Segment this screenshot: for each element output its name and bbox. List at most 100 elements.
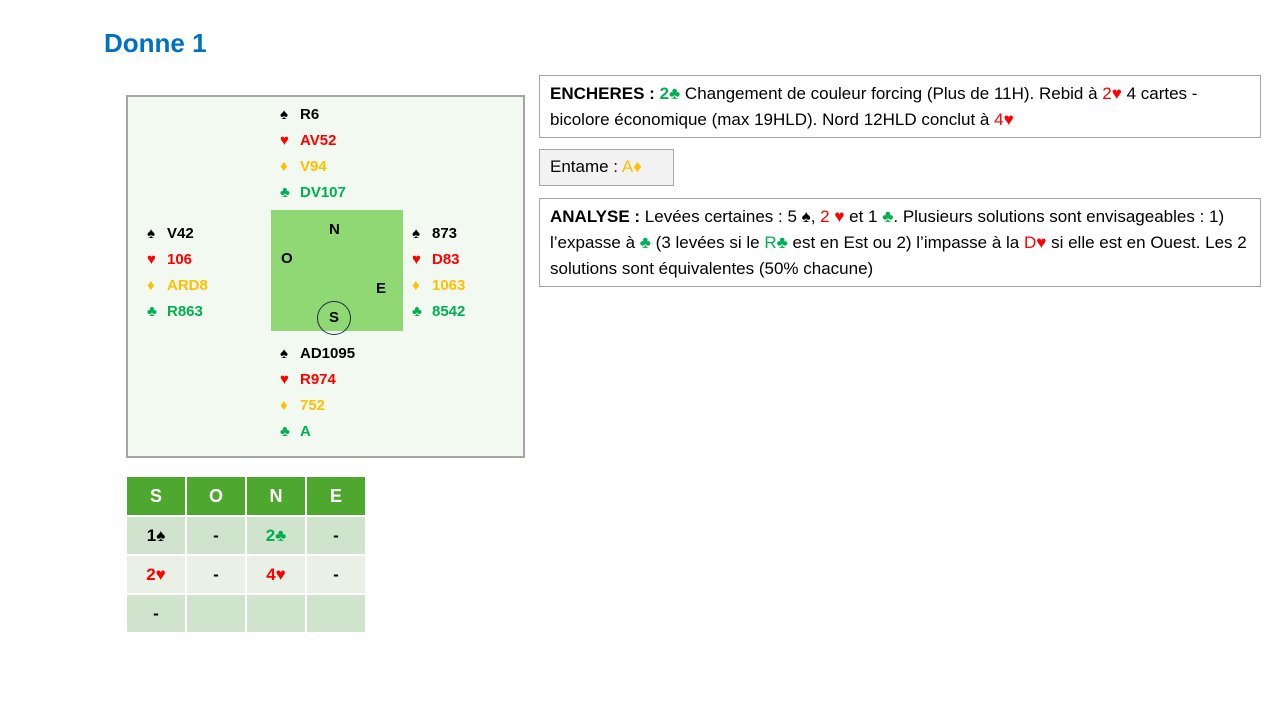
cards: 873 — [432, 225, 458, 242]
south-club-holding: ♣ A — [280, 419, 355, 445]
cards: A — [300, 423, 311, 440]
bid-cell: - — [127, 595, 185, 632]
bid-cell: - — [307, 517, 365, 554]
heart-icon: ♥ — [147, 251, 156, 268]
cards: R6 — [300, 106, 320, 123]
cards: R974 — [300, 371, 336, 388]
north-club-holding: ♣ DV107 — [280, 180, 346, 206]
east-diamond-holding: ♦ 1063 — [412, 273, 465, 299]
analyse-text-segment: . Plusieurs solutions sont envisageables… — [550, 207, 1225, 252]
analyse-text-segment: D♥ — [1024, 233, 1047, 252]
bidding-row: 2♥ -4♥ - — [127, 556, 365, 593]
north-hand: ♠ R6 ♥ AV52 ♦ V94 ♣ DV107 — [280, 102, 346, 206]
north-heart-holding: ♥ AV52 — [280, 128, 346, 154]
bid-cell: - — [187, 556, 245, 593]
north-diamond-holding: ♦ V94 — [280, 154, 346, 180]
spade-icon: ♠ — [280, 106, 288, 123]
encheres-text-segment: ENCHERES : — [550, 84, 660, 103]
seat-north: N — [329, 221, 340, 238]
bidding-header-n: N — [247, 477, 305, 515]
analyse-text-segment: ♣ — [639, 233, 651, 252]
encheres-text-segment: 4 cartes - bicolore économique (max 19HL… — [550, 84, 1198, 129]
west-diamond-holding: ♦ ARD8 — [147, 273, 208, 299]
heart-icon: ♥ — [280, 132, 289, 149]
bidding-header-e: E — [307, 477, 365, 515]
cards: 1063 — [432, 277, 466, 294]
west-spade-holding: ♠ V42 — [147, 221, 208, 247]
analyse-text-segment: Levées certaines : 5 — [644, 207, 802, 226]
analyse-box: ANALYSE : Levées certaines : 5 ♠, 2 ♥ et… — [539, 198, 1261, 287]
analyse-text-segment: (3 levées si le — [650, 233, 765, 252]
diamond-icon: ♦ — [147, 277, 155, 294]
analyse-text-segment: , — [810, 207, 821, 226]
encheres-text-segment: 4♥ — [994, 110, 1014, 129]
east-club-holding: ♣ 8542 — [412, 299, 465, 325]
cards: R863 — [167, 303, 203, 320]
analyse-text-segment: ♣ — [882, 207, 894, 226]
bid-cell — [187, 595, 245, 632]
seat-south-declarer: S — [317, 301, 351, 335]
bid-cell: 2♣ — [247, 517, 305, 554]
club-icon: ♣ — [280, 184, 290, 201]
cards: 106 — [167, 251, 193, 268]
cards: AD1095 — [300, 345, 356, 362]
south-spade-holding: ♠ AD1095 — [280, 341, 355, 367]
analyse-text-segment: et 1 — [844, 207, 883, 226]
south-hand: ♠ AD1095 ♥ R974 ♦ 752 ♣ A — [280, 341, 355, 445]
analyse-text-segment: est en Est ou 2) l’impasse à la — [787, 233, 1024, 252]
cards: V42 — [167, 225, 194, 242]
encheres-box: ENCHERES : 2♣ Changement de couleur forc… — [539, 75, 1261, 138]
spade-icon: ♠ — [280, 345, 288, 362]
cards: AV52 — [300, 132, 337, 149]
west-heart-holding: ♥ 106 — [147, 247, 208, 273]
club-icon: ♣ — [147, 303, 157, 320]
diamond-icon: ♦ — [412, 277, 420, 294]
bidding-row: - — [127, 595, 365, 632]
entame-box: Entame : A♦ — [539, 149, 674, 186]
entame-text-segment: A♦ — [621, 157, 642, 176]
cards: 8542 — [432, 303, 466, 320]
bid-cell: - — [307, 556, 365, 593]
bid-cell: 1♠ — [127, 517, 185, 554]
east-hand: ♠ 873 ♥ D83 ♦ 1063 ♣ 8542 — [412, 221, 465, 325]
compass-table: N O E S — [271, 210, 403, 335]
analyse-text-segment: ANALYSE : — [550, 207, 645, 226]
bidding-row: 1♠ -2♣ - — [127, 517, 365, 554]
heart-icon: ♥ — [412, 251, 421, 268]
south-heart-holding: ♥ R974 — [280, 367, 355, 393]
encheres-text-segment: 2♣ — [659, 84, 681, 103]
seat-west: O — [281, 250, 293, 267]
encheres-text-segment: Changement de couleur forcing (Plus de 1… — [680, 84, 1103, 103]
cards: DV107 — [300, 184, 346, 201]
north-spade-holding: ♠ R6 — [280, 102, 346, 128]
spade-icon: ♠ — [412, 225, 420, 242]
cards: 752 — [300, 397, 326, 414]
spade-icon: ♠ — [147, 225, 155, 242]
east-spade-holding: ♠ 873 — [412, 221, 465, 247]
heart-icon: ♥ — [280, 371, 289, 388]
analyse-text-segment: ♠ — [801, 207, 811, 226]
bid-cell: 4♥ — [247, 556, 305, 593]
analyse-text-segment: si elle est en Ouest. Les 2 solutions so… — [550, 233, 1247, 278]
cards: ARD8 — [167, 277, 208, 294]
east-heart-holding: ♥ D83 — [412, 247, 465, 273]
south-diamond-holding: ♦ 752 — [280, 393, 355, 419]
page-title: Donne 1 — [104, 28, 207, 58]
bid-cell — [247, 595, 305, 632]
encheres-text-segment: 2♥ — [1102, 84, 1122, 103]
diamond-icon: ♦ — [280, 397, 288, 414]
cards: D83 — [432, 251, 460, 268]
bidding-header-s: S — [127, 477, 185, 515]
bid-cell — [307, 595, 365, 632]
diamond-icon: ♦ — [280, 158, 288, 175]
seat-east: E — [376, 280, 387, 297]
analyse-text-segment: R♣ — [764, 233, 788, 252]
bid-cell: - — [187, 517, 245, 554]
cards: V94 — [300, 158, 327, 175]
bidding-header-o: O — [187, 477, 245, 515]
bid-cell: 2♥ — [127, 556, 185, 593]
west-club-holding: ♣ R863 — [147, 299, 208, 325]
deal-diagram: ♠ R6 ♥ AV52 ♦ V94 ♣ DV107 ♠ V42 ♥ 106 ♦ ARD8 ♣ R863 ♠ 8… — [126, 95, 525, 458]
west-hand: ♠ V42 ♥ 106 ♦ ARD8 ♣ R863 — [147, 221, 208, 325]
